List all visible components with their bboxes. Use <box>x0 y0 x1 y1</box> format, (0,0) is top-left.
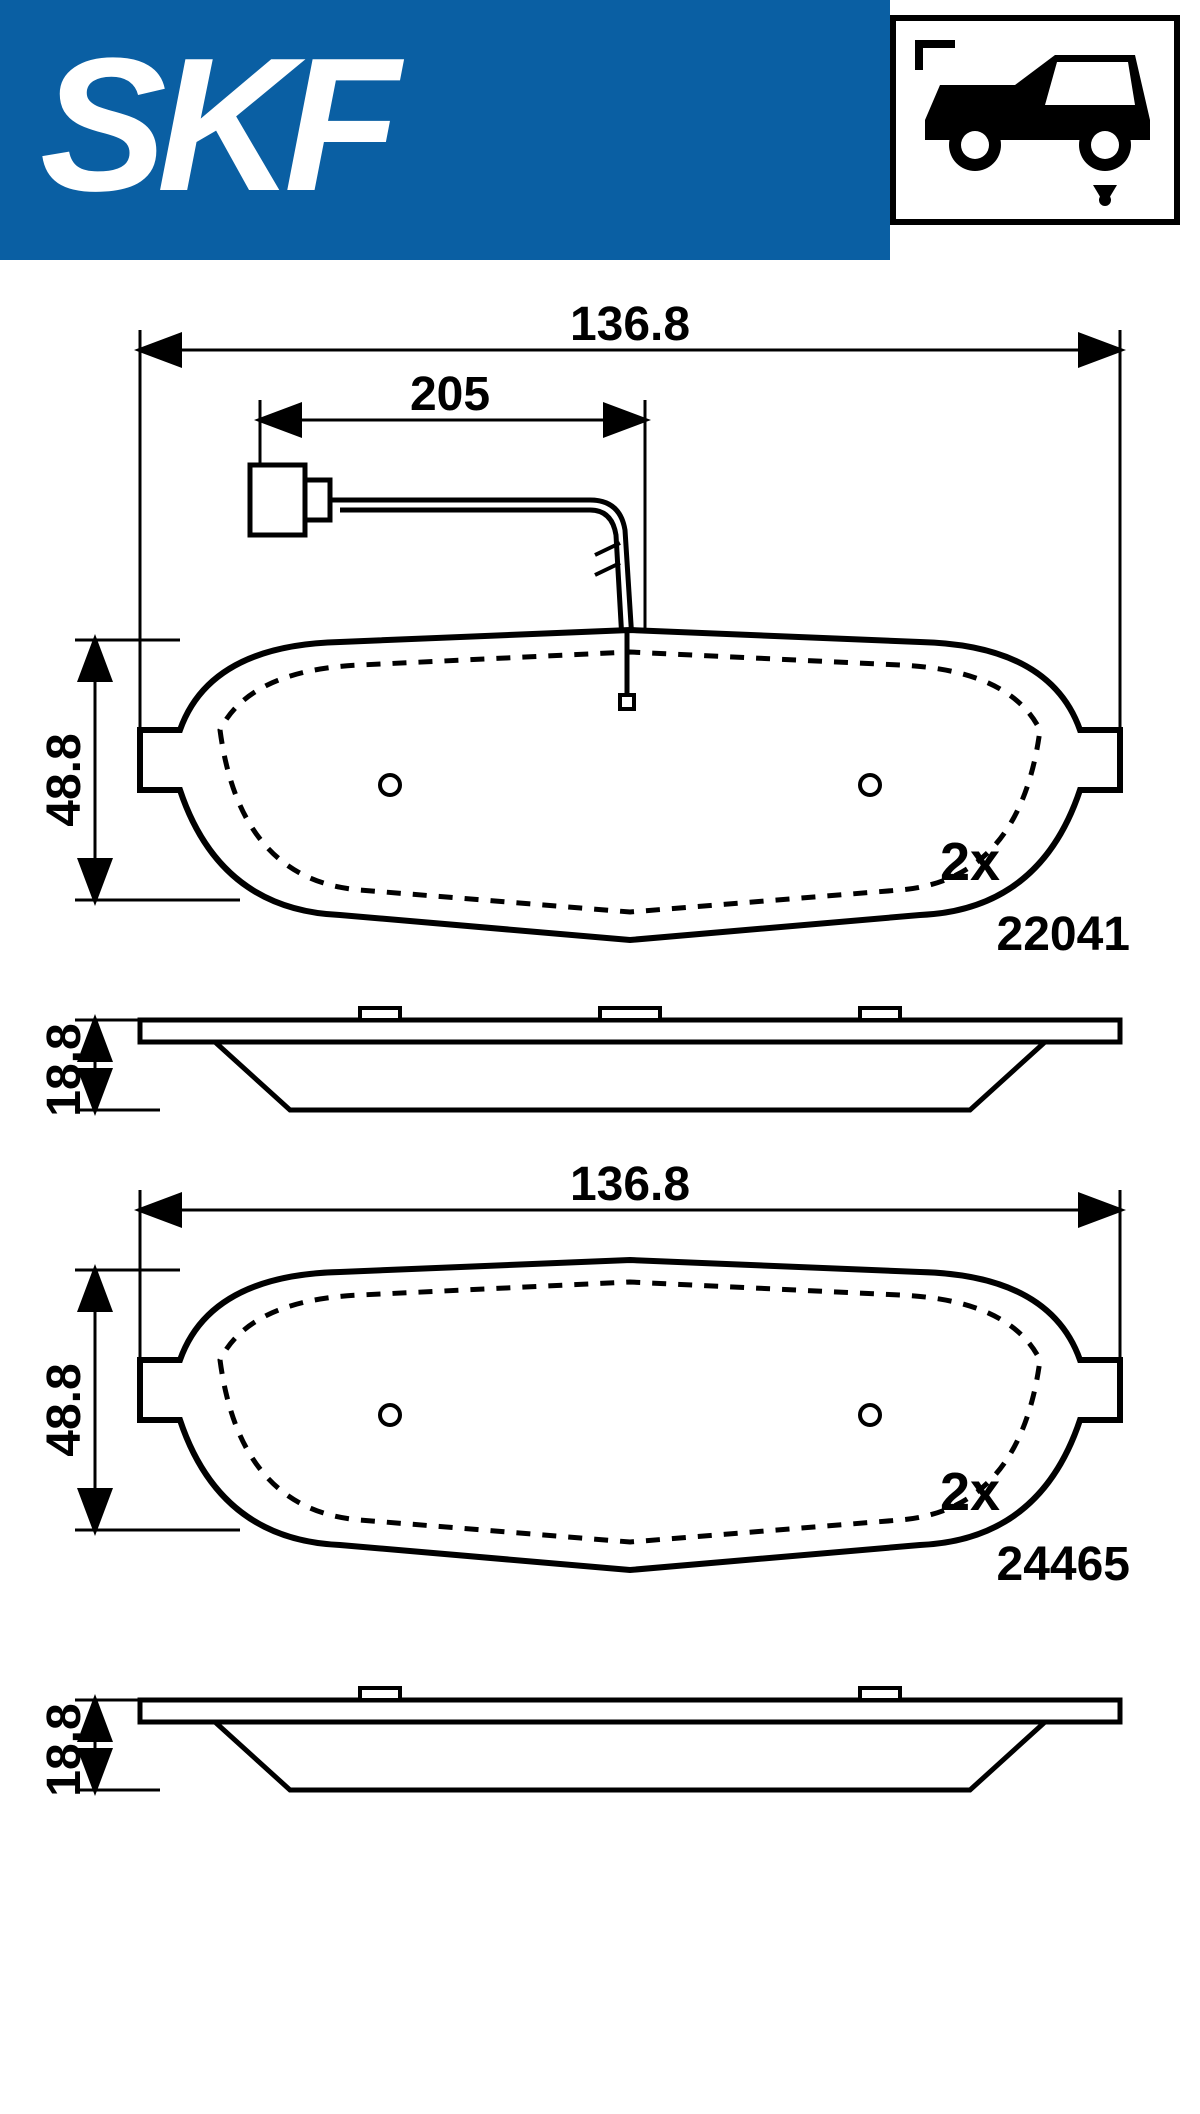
pad1-qty: 2x <box>940 832 1000 892</box>
dim-mid-width-label: 136.8 <box>570 1158 690 1211</box>
pad1-side-friction <box>215 1042 1045 1110</box>
header: SKF <box>0 0 1200 260</box>
pad2-side-friction <box>215 1722 1045 1790</box>
dim-pad1-thick-label: 18.8 <box>40 1023 91 1116</box>
logo-text: SKF <box>40 30 405 230</box>
pad1-side-back <box>140 1020 1120 1042</box>
brake-pad-drawing: 136.8 205 48.8 2x 22041 18.8 136.8 <box>40 300 1160 2100</box>
pad2-partno: 24465 <box>997 1538 1130 1591</box>
pad1-partno: 22041 <box>997 908 1130 961</box>
dim-pad1-height-label: 48.8 <box>40 733 91 826</box>
skf-logo-icon: SKF <box>40 30 740 230</box>
technical-diagram: 136.8 205 48.8 2x 22041 18.8 136.8 <box>0 260 1200 2100</box>
car-rear-icon <box>905 30 1165 210</box>
brand-logo-area: SKF <box>0 0 890 260</box>
dim-pad2-thick-label: 18.8 <box>40 1703 91 1796</box>
pad2-side-back <box>140 1700 1120 1722</box>
dim-wire-label: 205 <box>410 368 490 421</box>
dim-pad2-height-label: 48.8 <box>40 1363 91 1456</box>
axle-position-icon <box>890 15 1180 225</box>
pad2-qty: 2x <box>940 1462 1000 1522</box>
dim-top-width-label: 136.8 <box>570 300 690 351</box>
